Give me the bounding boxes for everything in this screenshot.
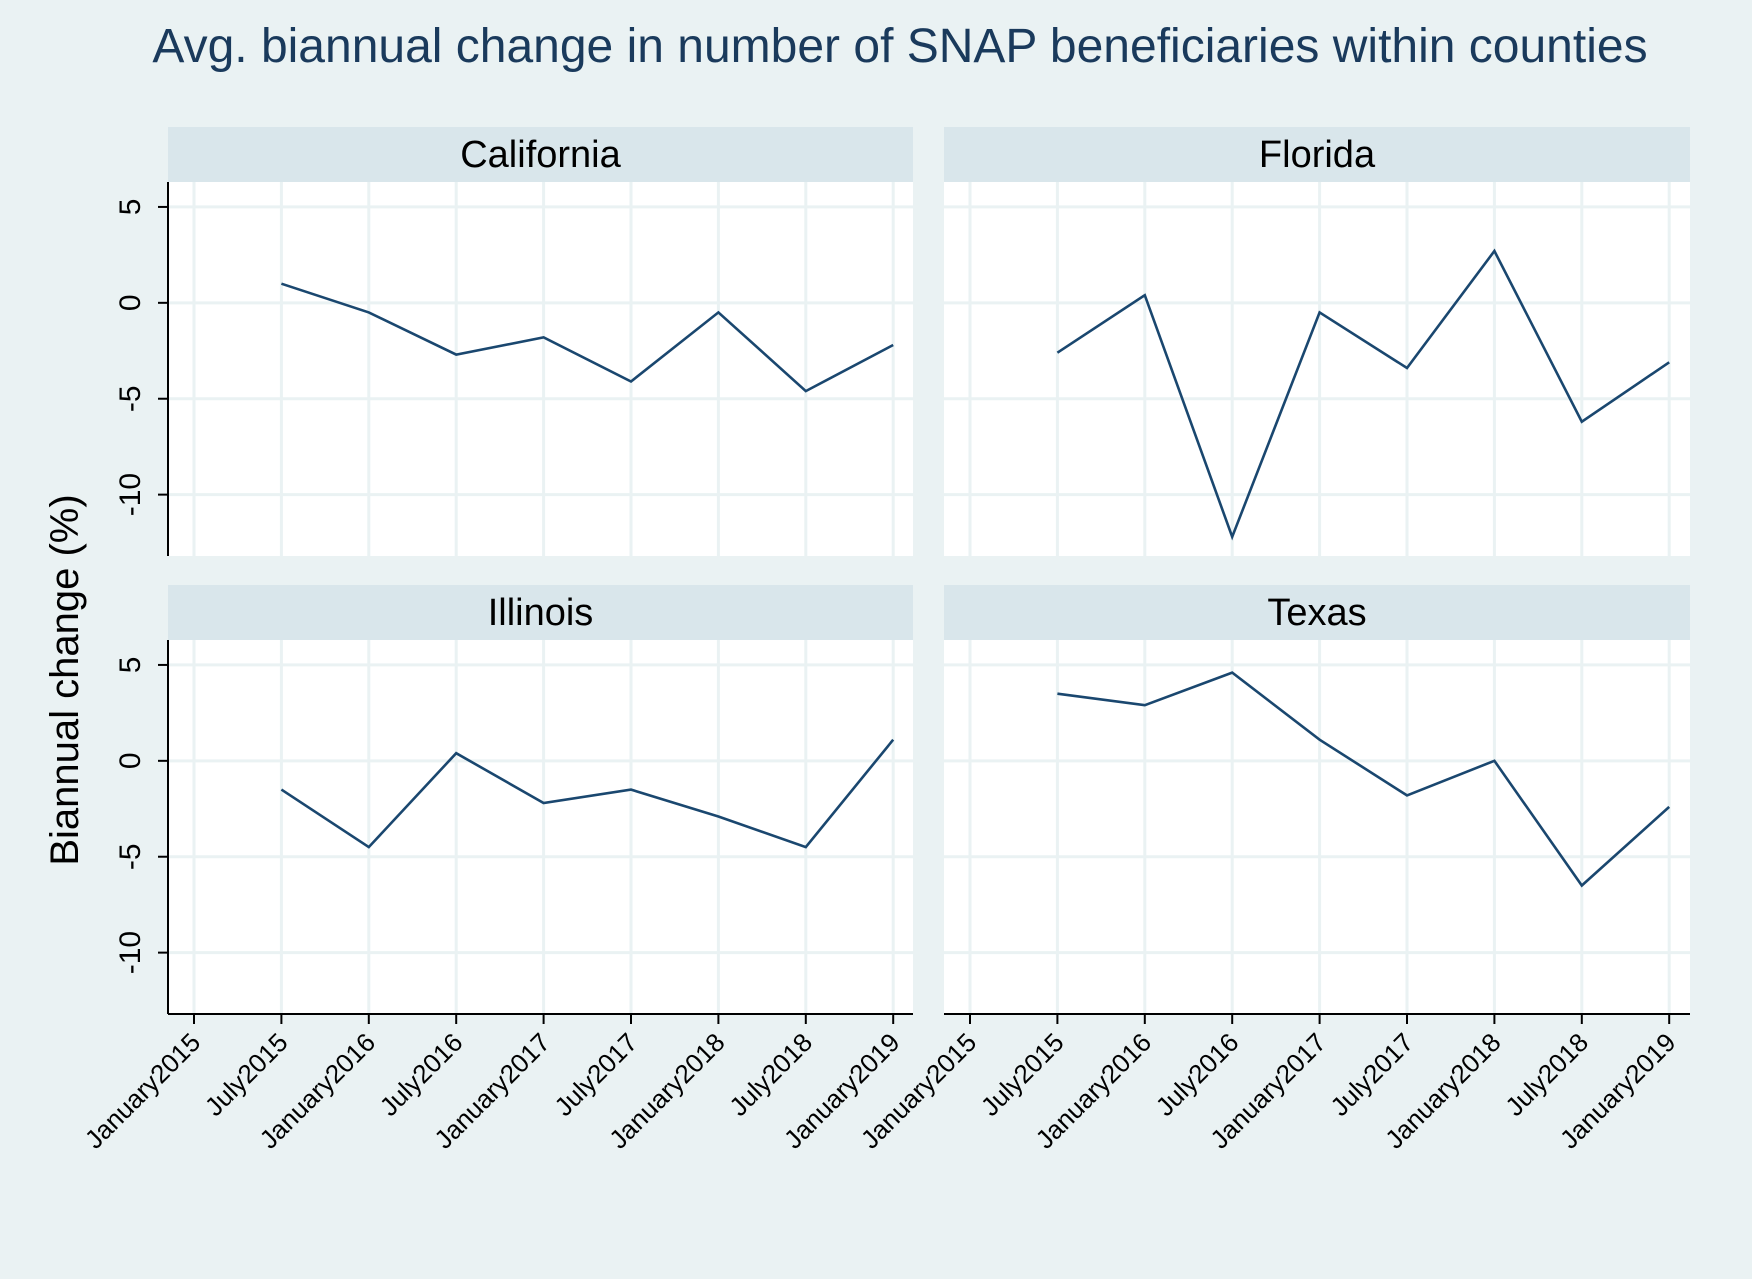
series-line-texas [1057, 671, 1671, 888]
series-line-illinois [280, 738, 895, 849]
panel-title: California [460, 134, 621, 176]
panel-strip [944, 585, 1690, 640]
y-tick-label: 5 [114, 657, 147, 674]
plot-area [168, 640, 913, 1014]
panel-florida: Florida [944, 127, 1690, 556]
panels-layer: California 5 0 -5 -10 Florida Illinois 5 0 -5 -10 J… [79, 127, 1690, 1155]
series-line-florida [1056, 248, 1670, 541]
y-tick-label: -5 [114, 843, 147, 870]
panel-strip [168, 585, 913, 640]
panel-texas: TexasJanuary2015July2015January2016July2… [855, 585, 1690, 1155]
x-tick-label: January2015 [79, 1027, 207, 1155]
y-tick-label: -10 [114, 473, 147, 516]
y-axis-label: Biannual change (%) [43, 494, 87, 865]
y-tick-label: -5 [114, 385, 147, 412]
panel-strip [944, 127, 1690, 182]
y-tick-label: 5 [114, 199, 147, 216]
panel-title: Texas [1267, 592, 1366, 634]
series-line-california [280, 282, 894, 393]
chart-title: Avg. biannual change in number of SNAP b… [152, 20, 1647, 73]
panel-strip [168, 127, 913, 182]
y-tick-label: -10 [114, 931, 147, 974]
panel-title: Florida [1259, 134, 1376, 176]
y-tick-label: 0 [114, 752, 147, 769]
panel-illinois: Illinois50-5-10January2015July2015Januar… [79, 585, 913, 1155]
panel-california: California 5 0 -5 -10 [114, 127, 913, 556]
plot-area [168, 182, 913, 556]
y-tick-label: 0 [114, 294, 147, 311]
panel-title: Illinois [488, 592, 594, 634]
